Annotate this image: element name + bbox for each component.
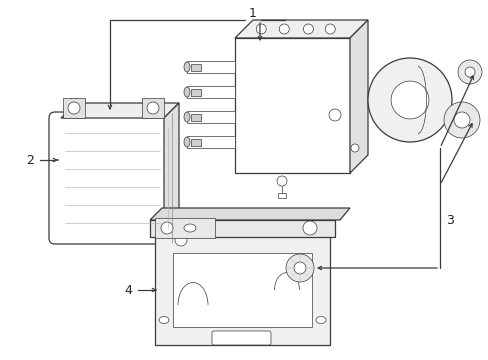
Ellipse shape	[183, 224, 196, 232]
Circle shape	[285, 254, 313, 282]
Bar	[278, 193, 285, 198]
Circle shape	[279, 24, 289, 34]
Ellipse shape	[315, 316, 325, 324]
Circle shape	[303, 24, 313, 34]
Circle shape	[328, 109, 340, 121]
Circle shape	[325, 24, 335, 34]
Polygon shape	[163, 103, 179, 247]
Circle shape	[168, 221, 182, 235]
Bar	[235, 38, 349, 173]
Circle shape	[303, 221, 316, 235]
Text: 2: 2	[26, 153, 34, 166]
Polygon shape	[173, 253, 311, 327]
Polygon shape	[155, 235, 329, 345]
Bar	[191, 64, 201, 71]
Circle shape	[147, 102, 159, 114]
Text: 1: 1	[248, 6, 256, 19]
Polygon shape	[150, 208, 349, 220]
Circle shape	[276, 176, 286, 186]
Circle shape	[161, 222, 173, 234]
Ellipse shape	[183, 112, 190, 122]
Circle shape	[464, 67, 474, 77]
Bar	[191, 114, 201, 121]
Polygon shape	[61, 103, 179, 118]
Circle shape	[457, 60, 481, 84]
Circle shape	[453, 112, 469, 128]
Bar	[142, 98, 163, 118]
Bar	[155, 218, 215, 238]
Circle shape	[367, 58, 451, 142]
Bar	[150, 220, 334, 237]
Ellipse shape	[183, 62, 190, 72]
Ellipse shape	[183, 87, 190, 97]
Ellipse shape	[159, 316, 169, 324]
Polygon shape	[235, 20, 367, 38]
FancyBboxPatch shape	[212, 331, 270, 345]
Circle shape	[256, 24, 265, 34]
Text: 3: 3	[445, 213, 453, 226]
Bar	[186, 136, 235, 148]
Ellipse shape	[183, 137, 190, 147]
Bar	[191, 89, 201, 96]
FancyBboxPatch shape	[49, 112, 176, 244]
Polygon shape	[349, 20, 367, 173]
Bar	[186, 61, 235, 73]
Circle shape	[293, 262, 305, 274]
Circle shape	[443, 102, 479, 138]
Circle shape	[350, 144, 358, 152]
Bar	[186, 86, 235, 98]
Bar	[186, 111, 235, 123]
Circle shape	[390, 81, 428, 119]
Circle shape	[68, 102, 80, 114]
Bar	[191, 139, 201, 146]
Bar	[63, 98, 85, 118]
Circle shape	[175, 234, 186, 246]
Text: 4: 4	[124, 284, 132, 297]
